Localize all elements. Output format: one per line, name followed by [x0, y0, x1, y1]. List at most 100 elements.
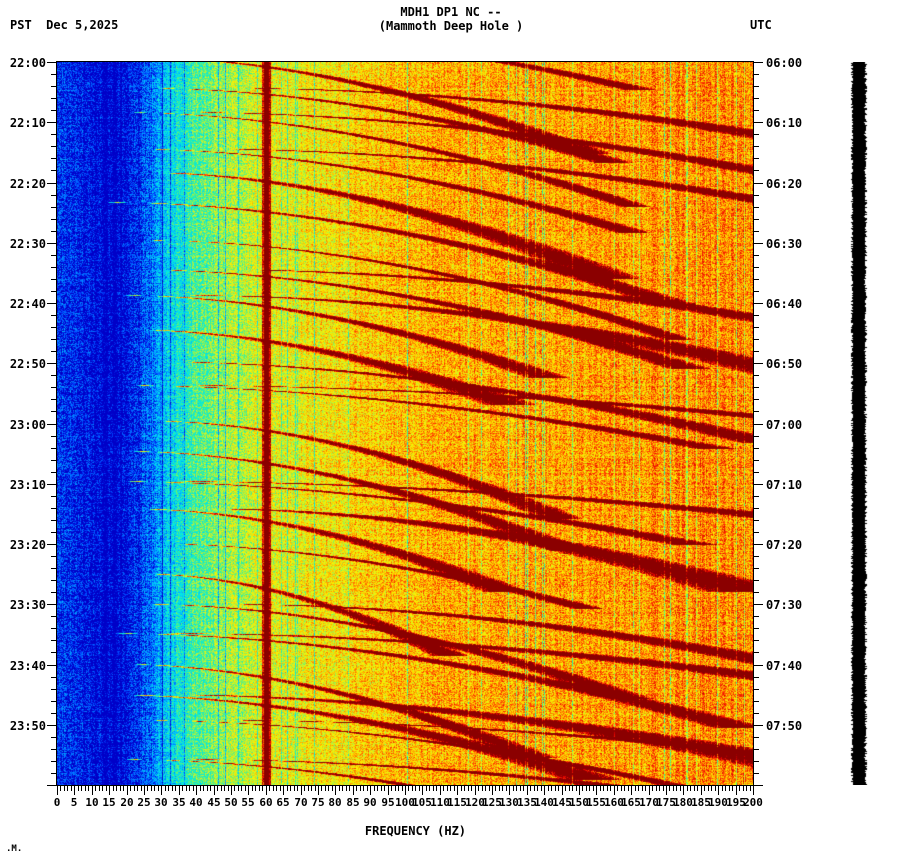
x-axis-tick: [88, 786, 89, 791]
x-axis-tick: [708, 786, 709, 791]
y-axis-left-label: 23:50: [9, 719, 46, 733]
y-axis-left-tick: [51, 460, 56, 461]
y-axis-left-tick: [51, 472, 56, 473]
x-axis-tick: [276, 786, 277, 791]
x-axis-tick: [683, 786, 684, 795]
x-axis-tick: [649, 786, 650, 795]
y-axis-left-tick: [51, 737, 56, 738]
x-axis-label: 145: [552, 796, 572, 809]
x-axis-tick: [304, 786, 305, 791]
x-axis-label: 110: [430, 796, 450, 809]
x-axis-label: 35: [172, 796, 186, 809]
y-axis-left-tick: [51, 170, 56, 171]
x-axis-tick: [332, 786, 333, 791]
y-axis-right-label: 06:40: [766, 297, 803, 311]
x-axis-tick: [520, 786, 521, 791]
x-axis-tick: [509, 786, 510, 795]
x-axis-label: 80: [328, 796, 342, 809]
x-axis-tick: [161, 786, 162, 795]
x-axis-tick: [589, 786, 590, 791]
y-axis-right-tick: [754, 544, 763, 545]
x-axis-tick: [405, 786, 406, 795]
y-axis-left-tick: [47, 363, 56, 364]
x-axis-tick: [179, 786, 180, 795]
x-axis-tick: [280, 786, 281, 791]
x-axis-tick: [715, 786, 716, 791]
y-axis-left-label: 23:30: [9, 598, 46, 612]
y-axis-left-tick: [51, 436, 56, 437]
x-axis-tick: [600, 786, 601, 791]
x-axis-tick: [753, 786, 754, 795]
x-axis-tick: [141, 786, 142, 791]
x-axis-tick: [318, 786, 319, 795]
x-axis-tick: [374, 786, 375, 791]
x-axis-tick: [443, 786, 444, 791]
x-axis-tick: [669, 786, 670, 791]
y-axis-left-tick: [51, 568, 56, 569]
x-axis-tick: [732, 786, 733, 791]
x-axis-label: 65: [276, 796, 290, 809]
y-axis-right-tick: [754, 532, 759, 533]
x-axis-tick: [499, 786, 500, 791]
x-axis-tick: [408, 786, 409, 791]
x-axis-label: 10: [85, 796, 99, 809]
y-axis-left-tick: [51, 713, 56, 714]
x-axis-tick: [579, 786, 580, 795]
x-axis-tick: [527, 786, 528, 795]
x-axis-tick: [468, 786, 469, 791]
x-axis-tick: [301, 786, 302, 795]
x-axis-tick: [99, 786, 100, 791]
x-axis-tick: [168, 786, 169, 791]
y-axis-left-tick: [51, 351, 56, 352]
x-axis-tick: [551, 786, 552, 791]
x-axis-tick: [534, 786, 535, 791]
y-axis-right-tick: [754, 387, 759, 388]
y-axis-right-tick: [754, 556, 759, 557]
x-axis-label: 75: [311, 796, 325, 809]
x-axis-tick: [656, 786, 657, 791]
x-axis-label: 20: [120, 796, 134, 809]
x-axis-tick: [645, 786, 646, 791]
x-axis-tick: [154, 786, 155, 791]
y-axis-right-tick: [754, 773, 759, 774]
x-axis-tick: [544, 786, 545, 795]
y-axis-left-tick: [47, 62, 56, 63]
y-axis-right-tick: [754, 484, 763, 485]
y-axis-left-label: 23:00: [9, 418, 46, 432]
y-axis-left-tick: [47, 484, 56, 485]
header-timezone-date: PST Dec 5,2025: [10, 18, 119, 32]
y-axis-right-tick: [754, 183, 763, 184]
x-axis-tick: [248, 786, 249, 795]
y-axis-left-tick: [51, 134, 56, 135]
y-axis-left-tick: [51, 640, 56, 641]
x-axis-tick: [321, 786, 322, 791]
y-axis-right-tick: [754, 520, 759, 521]
x-axis-label: 160: [604, 796, 624, 809]
page-title: MDH1 DP1 NC --: [400, 5, 502, 19]
x-axis-label: 85: [346, 796, 360, 809]
y-axis-right-label: 06:10: [766, 116, 803, 130]
y-axis-left-tick: [51, 110, 56, 111]
y-axis-left-tick: [47, 604, 56, 605]
x-axis-tick: [422, 786, 423, 795]
x-axis-tick: [631, 786, 632, 795]
y-axis-right-tick: [754, 98, 759, 99]
x-axis-tick: [360, 786, 361, 791]
y-axis-left-tick: [51, 532, 56, 533]
x-axis-tick: [175, 786, 176, 791]
spectrogram-plot: [57, 62, 753, 785]
y-axis-left-tick: [51, 411, 56, 412]
station-subtitle: (Mammoth Deep Hole ): [378, 19, 524, 33]
y-axis-right-label: 07:10: [766, 478, 803, 492]
y-axis-left-tick: [47, 785, 56, 786]
y-axis-right-tick: [754, 279, 759, 280]
y-axis-right-tick: [754, 761, 759, 762]
x-axis-tick: [506, 786, 507, 791]
x-axis-tick: [224, 786, 225, 791]
x-axis-tick: [363, 786, 364, 791]
y-axis-right-tick: [754, 363, 763, 364]
corner-mark: .M.: [6, 844, 23, 854]
x-axis-label: 170: [639, 796, 659, 809]
x-axis-tick: [287, 786, 288, 791]
x-axis-tick: [687, 786, 688, 791]
